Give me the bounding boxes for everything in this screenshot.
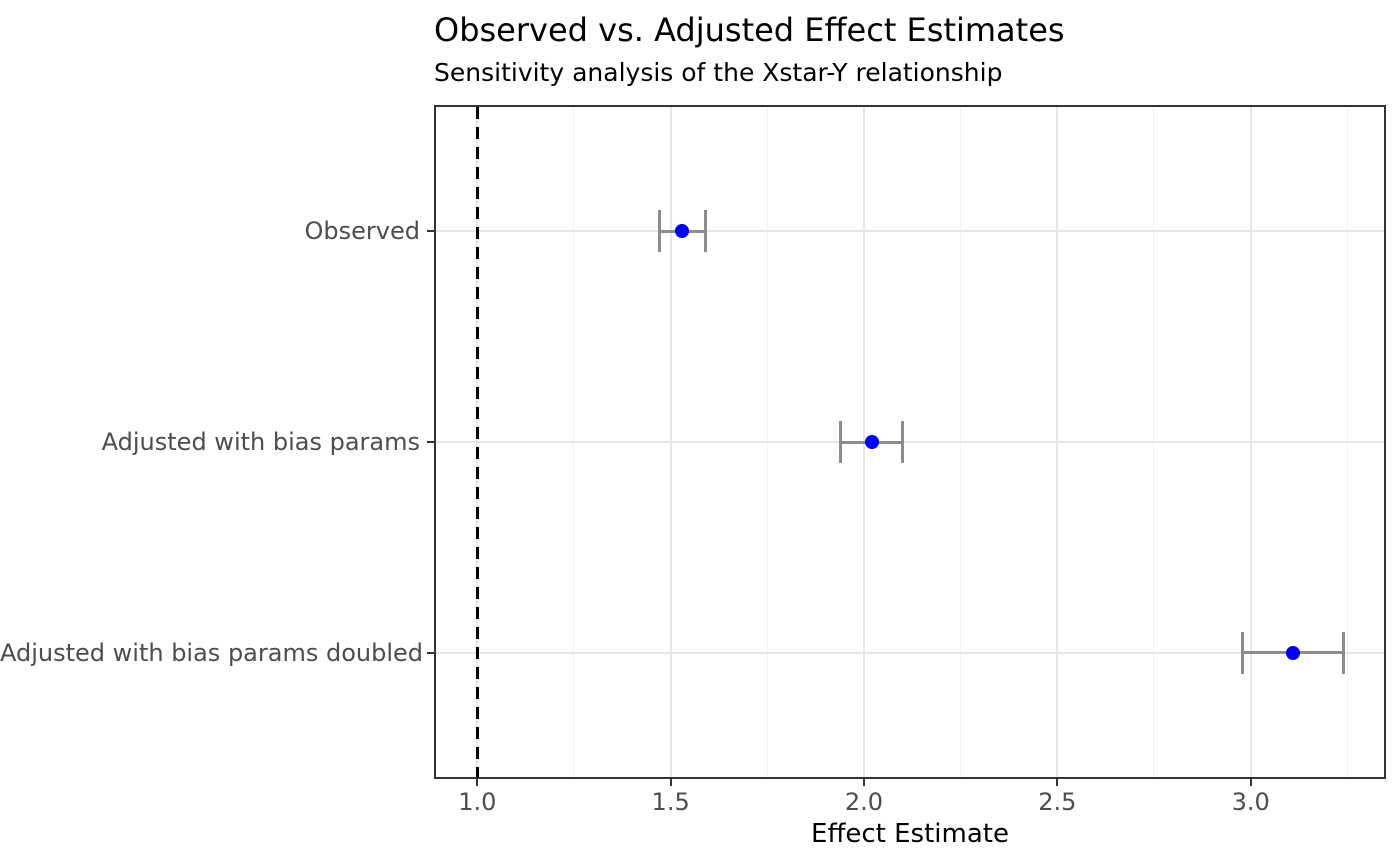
gridline-horizontal-major	[436, 651, 1384, 654]
x-axis-tick	[669, 779, 672, 786]
y-axis-tick	[427, 651, 434, 654]
chart-subtitle: Sensitivity analysis of the Xstar-Y rela…	[434, 58, 1003, 87]
data-point	[864, 435, 879, 449]
errorbar-cap-lower	[1241, 631, 1245, 674]
x-axis-tick-label: 1.0	[458, 788, 497, 816]
y-axis-tick	[427, 441, 434, 443]
reference-line	[475, 107, 479, 777]
x-axis-tick	[476, 779, 479, 786]
chart-title: Observed vs. Adjusted Effect Estimates	[434, 11, 1065, 49]
y-axis-tick-label: Observed	[304, 217, 420, 246]
x-axis-tick	[862, 779, 865, 786]
errorbar-cap-upper	[703, 210, 707, 253]
data-point	[675, 224, 690, 239]
plot-panel	[434, 105, 1386, 779]
errorbar-cap-lower	[657, 210, 661, 253]
data-point	[1286, 645, 1301, 660]
errorbar-cap-upper	[901, 421, 905, 463]
x-axis-tick-label: 1.5	[651, 788, 690, 816]
x-axis-tick-label: 3.0	[1231, 788, 1270, 816]
errorbar-cap-lower	[839, 421, 843, 463]
y-axis-tick	[427, 230, 434, 233]
gridline-horizontal-major	[436, 441, 1384, 443]
x-axis-tick	[1056, 779, 1059, 786]
errorbar-cap-upper	[1341, 631, 1345, 674]
x-axis-tick-label: 2.0	[844, 788, 884, 816]
x-axis-title: Effect Estimate	[811, 819, 1009, 849]
x-axis-tick	[1249, 779, 1252, 786]
x-axis-tick-label: 2.5	[1038, 788, 1077, 816]
y-axis-tick-label: Adjusted with bias params	[101, 428, 420, 456]
y-axis-tick-label: Adjusted with bias params doubled	[0, 638, 423, 667]
gridline-horizontal-major	[436, 230, 1384, 233]
